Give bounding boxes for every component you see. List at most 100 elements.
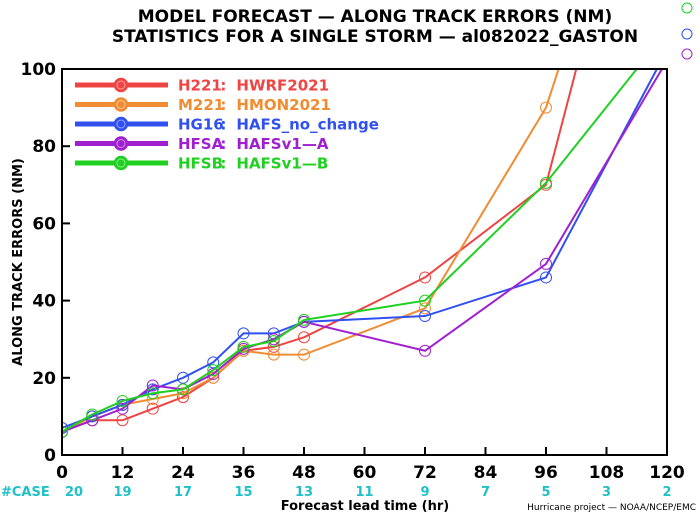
data-point bbox=[116, 394, 129, 407]
x-tick-label: 24 bbox=[171, 463, 195, 483]
data-point bbox=[237, 340, 250, 353]
chart-title: MODEL FORECAST — ALONG TRACK ERRORS (NM) bbox=[138, 7, 612, 27]
corner-markers bbox=[681, 2, 693, 60]
data-point bbox=[237, 327, 250, 340]
y-axis-ticks: 0 20 40 60 80 100 bbox=[21, 60, 70, 466]
x-tick-label: 96 bbox=[534, 463, 558, 483]
y-axis-label: ALONG TRACK ERRORS (NM) bbox=[11, 158, 26, 366]
legend-separator: : bbox=[220, 155, 226, 173]
legend-entry-hfsa: HFSA: HAFSv1—A bbox=[75, 135, 329, 153]
data-point bbox=[540, 101, 552, 114]
data-point bbox=[298, 313, 310, 326]
data-point bbox=[540, 271, 552, 284]
data-point bbox=[419, 344, 431, 357]
x-axis-label: Forecast lead time (hr) bbox=[281, 499, 449, 513]
case-label: #CASE bbox=[1, 485, 50, 500]
data-point bbox=[116, 414, 129, 427]
data-point bbox=[86, 408, 99, 421]
x-tick-label: 72 bbox=[413, 463, 437, 483]
legend-marker bbox=[113, 97, 129, 112]
corner-marker-purple bbox=[681, 48, 693, 60]
case-count: 11 bbox=[355, 485, 373, 500]
data-point bbox=[419, 294, 431, 307]
data-point bbox=[540, 176, 552, 189]
x-tick-label: 48 bbox=[292, 463, 316, 483]
legend-entry-hfsb: HFSB: HAFSv1—B bbox=[75, 155, 328, 173]
legend-code: H221 bbox=[178, 77, 222, 95]
data-point bbox=[116, 402, 129, 415]
data-point bbox=[540, 257, 552, 270]
legend-separator: : bbox=[220, 96, 226, 114]
data-point bbox=[207, 356, 220, 369]
data-point bbox=[267, 348, 280, 361]
data-point bbox=[146, 379, 159, 392]
case-count: 2 bbox=[662, 485, 671, 500]
data-point bbox=[298, 348, 310, 361]
legend-marker-ring bbox=[116, 100, 126, 109]
data-point bbox=[298, 331, 310, 344]
data-point bbox=[419, 302, 431, 315]
data-point bbox=[146, 402, 159, 415]
data-point bbox=[419, 271, 431, 284]
case-count: 15 bbox=[234, 485, 252, 500]
data-lines bbox=[62, 69, 663, 438]
legend-marker bbox=[113, 136, 129, 151]
legend-code: HG16 bbox=[178, 116, 224, 134]
corner-marker-blue bbox=[681, 28, 693, 40]
series-hfsb bbox=[62, 69, 638, 438]
x-tick-label: 108 bbox=[589, 463, 625, 483]
legend-name: HMON2021 bbox=[236, 96, 331, 114]
x-tick-label: 120 bbox=[649, 463, 685, 483]
data-point bbox=[62, 425, 68, 438]
legend: H221: HWRF2021 M221: HMON2021 HG16: HAFS_no_c… bbox=[75, 77, 379, 173]
credit-text: Hurricane project — NOAA/NCEP/EMC bbox=[527, 503, 696, 513]
legend-marker bbox=[113, 77, 129, 93]
y-tick-label: 40 bbox=[32, 292, 56, 312]
legend-marker bbox=[113, 155, 129, 171]
legend-marker-ring bbox=[116, 139, 126, 148]
chart-subtitle: STATISTICS FOR A SINGLE STORM — al082022… bbox=[112, 27, 638, 47]
data-point bbox=[267, 335, 280, 348]
case-count: 17 bbox=[174, 485, 192, 500]
case-counts: 20 19 17 15 13 11 9 7 5 3 2 bbox=[65, 485, 672, 500]
legend-name: HAFS_no_change bbox=[236, 116, 378, 134]
y-tick-label: 0 bbox=[44, 446, 56, 466]
x-tick-label: 36 bbox=[232, 463, 256, 483]
y-tick-label: 60 bbox=[32, 214, 56, 234]
x-tick-label: 84 bbox=[474, 463, 498, 483]
y-tick-label: 100 bbox=[21, 60, 57, 80]
case-count: 19 bbox=[113, 485, 131, 500]
x-tick-label: 12 bbox=[111, 463, 135, 483]
legend-marker-ring bbox=[116, 80, 126, 90]
data-point bbox=[177, 383, 189, 396]
y-tick-label: 20 bbox=[32, 369, 56, 389]
case-count: 5 bbox=[541, 485, 550, 500]
data-point bbox=[419, 310, 431, 323]
legend-separator: : bbox=[220, 77, 226, 95]
case-count: 3 bbox=[602, 485, 611, 500]
legend-entry-m221: M221: HMON2021 bbox=[75, 96, 331, 114]
corner-marker-green bbox=[681, 2, 693, 14]
legend-code: HFSB bbox=[178, 155, 223, 173]
y-tick-label: 80 bbox=[32, 137, 56, 157]
data-point bbox=[146, 387, 159, 400]
data-point bbox=[177, 371, 189, 384]
case-count: 7 bbox=[481, 485, 490, 500]
legend-code: M221 bbox=[178, 96, 224, 114]
legend-name: HAFSv1—A bbox=[236, 135, 328, 153]
legend-entry-h221: H221: HWRF2021 bbox=[75, 77, 329, 95]
case-count: 20 bbox=[65, 485, 83, 500]
legend-marker-ring bbox=[116, 158, 126, 168]
data-point bbox=[207, 364, 220, 377]
legend-marker bbox=[113, 116, 129, 132]
x-axis-ticks: 0 12 24 36 48 60 72 84 96 108 120 bbox=[56, 447, 685, 483]
legend-entry-hg16: HG16: HAFS_no_change bbox=[75, 116, 379, 134]
case-count: 13 bbox=[295, 485, 313, 500]
x-tick-label: 0 bbox=[56, 463, 68, 483]
x-tick-label: 60 bbox=[353, 463, 377, 483]
data-point bbox=[177, 391, 189, 404]
legend-marker-ring bbox=[116, 119, 126, 129]
legend-separator: : bbox=[220, 135, 226, 153]
legend-name: HAFSv1—B bbox=[236, 155, 328, 173]
